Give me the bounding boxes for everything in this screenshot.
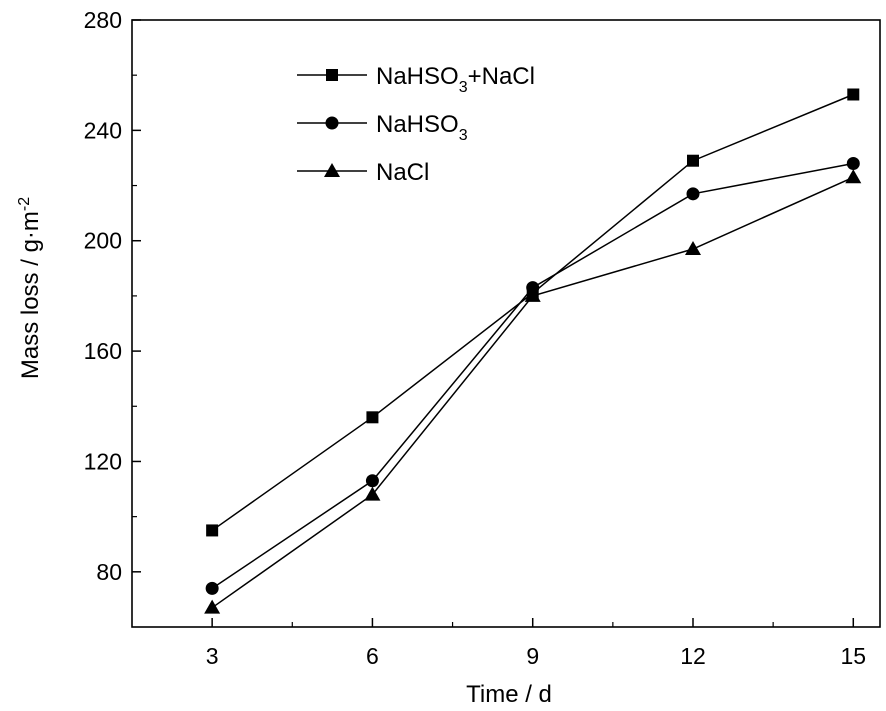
- data-point: [364, 486, 381, 501]
- series-line: [211, 162, 854, 589]
- series-line: [211, 176, 854, 609]
- legend-label-base: NaHSO: [376, 63, 459, 90]
- legend-label-subscript: 3: [459, 79, 468, 96]
- y-tick-label: 80: [96, 559, 122, 585]
- data-point: [204, 599, 221, 614]
- legend-label: NaHSO3+NaCl: [376, 63, 535, 96]
- plot-frame: [131, 19, 881, 628]
- series-3: [204, 169, 862, 614]
- data-point: [365, 474, 379, 488]
- data-point: [847, 88, 860, 101]
- y-tick-label: 280: [84, 7, 122, 33]
- legend-label: NaHSO3: [376, 111, 468, 144]
- legend-marker: [326, 69, 338, 81]
- data-point: [687, 154, 699, 167]
- series-line: [211, 93, 854, 532]
- data-point: [846, 156, 860, 170]
- data-point: [526, 281, 540, 295]
- data-point: [366, 411, 379, 424]
- data-point: [206, 524, 219, 537]
- legend-label-base: NaHSO: [376, 111, 459, 138]
- legend-label: NaCl: [376, 159, 429, 186]
- y-axis-title-exponent: -2: [16, 197, 33, 211]
- data-point: [685, 241, 701, 256]
- x-tick-label: 6: [366, 643, 379, 669]
- axis-ticks: 3 6 9 12 15 80 120 160 200 240 280: [84, 7, 866, 669]
- data-point: [845, 169, 862, 184]
- data-point: [524, 287, 541, 302]
- legend-label-base: NaCl: [376, 159, 429, 186]
- x-tick-label: 12: [680, 643, 706, 669]
- x-tick-label: 15: [840, 643, 866, 669]
- legend-marker: [325, 116, 339, 130]
- y-tick-label: 240: [84, 117, 122, 143]
- y-tick-label: 120: [84, 448, 122, 474]
- y-tick-label: 160: [84, 338, 122, 364]
- legend-label-subscript: 3: [459, 127, 468, 144]
- legend-item: NaCl: [297, 159, 429, 186]
- x-axis-title: Time / d: [466, 681, 552, 708]
- legend-marker: [324, 163, 340, 177]
- x-tick-label: 3: [206, 643, 219, 669]
- y-axis-title-main: Mass loss / g·m: [17, 211, 44, 379]
- data-point: [205, 581, 219, 595]
- series-2: [205, 156, 860, 595]
- x-tick-label: 9: [526, 643, 539, 669]
- legend-item: NaHSO3+NaCl: [297, 63, 535, 96]
- data-point: [686, 187, 700, 201]
- series-1: [206, 88, 860, 537]
- y-tick-label: 200: [84, 228, 122, 254]
- legend-item: NaHSO3: [297, 111, 468, 144]
- legend-label-rest: +NaCl: [468, 63, 535, 90]
- series-layer: [204, 88, 862, 614]
- y-axis-title: Mass loss / g·m-2: [16, 197, 44, 379]
